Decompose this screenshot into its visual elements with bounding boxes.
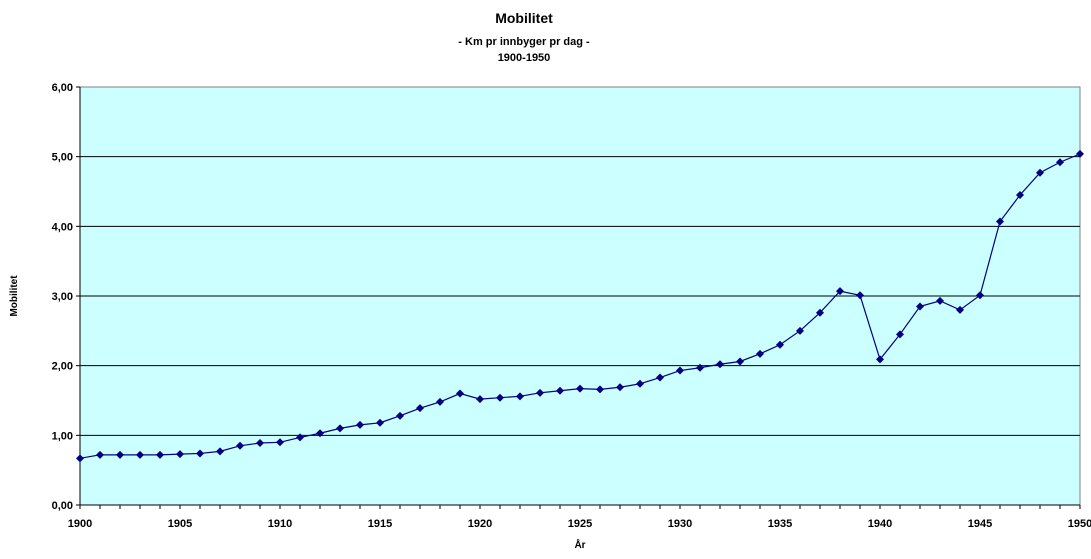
y-tick-label: 6,00 (52, 82, 73, 94)
x-axis-label: År (574, 538, 585, 551)
data-point (956, 305, 964, 314)
x-tick-label: 1905 (168, 518, 192, 530)
data-point (736, 357, 744, 366)
data-point (236, 441, 244, 450)
data-point (496, 393, 504, 402)
data-point (316, 429, 324, 438)
chart-subtitle-years: 1900-1950 (498, 52, 551, 64)
chart-title: Mobilitet (495, 10, 553, 26)
x-tick-label: 1940 (868, 518, 892, 530)
data-point (576, 384, 584, 393)
data-point (676, 366, 684, 375)
data-point (196, 449, 204, 458)
data-point (556, 386, 564, 395)
data-point (816, 308, 824, 317)
y-tick-label: 5,00 (52, 152, 73, 164)
y-axis-label: Mobilitet (9, 275, 20, 317)
y-tick-label: 0,00 (52, 500, 73, 512)
data-point (1076, 149, 1084, 158)
data-point (1036, 168, 1044, 177)
series-mobilitet (76, 149, 1084, 463)
data-point (216, 447, 224, 456)
data-point (936, 296, 944, 305)
x-axis: 1900 1905 1910 1915 1920 1925 1930 1935 1940 1945… (68, 504, 1091, 530)
x-tick-label: 1920 (468, 518, 492, 530)
data-point (836, 287, 844, 296)
data-point (96, 450, 104, 459)
data-point (256, 438, 264, 447)
data-point (376, 418, 384, 427)
data-point (416, 404, 424, 413)
data-point (696, 363, 704, 372)
x-tick-label: 1900 (68, 518, 92, 530)
x-tick-label: 1930 (668, 518, 692, 530)
data-point (856, 291, 864, 300)
chart-subtitle: - Km pr innbyger pr dag - (458, 36, 590, 48)
data-point (1016, 190, 1024, 199)
data-point (116, 450, 124, 459)
data-point (656, 373, 664, 382)
gridlines (80, 156, 1080, 436)
data-point (356, 420, 364, 429)
data-point (596, 385, 604, 394)
x-tick-label: 1935 (768, 518, 792, 530)
data-point (756, 349, 764, 358)
data-point (636, 379, 644, 388)
y-tick-label: 3,00 (52, 291, 73, 303)
data-point (436, 397, 444, 406)
data-point (76, 454, 84, 463)
data-point (336, 424, 344, 433)
x-tick-label: 1945 (968, 518, 992, 530)
data-point (616, 383, 624, 392)
data-point (396, 411, 404, 420)
data-point (516, 392, 524, 401)
data-point (876, 355, 884, 364)
data-point (1056, 158, 1064, 167)
data-point (276, 438, 284, 447)
data-point (896, 330, 904, 339)
data-point (296, 433, 304, 442)
x-tick-label: 1910 (268, 518, 292, 530)
data-point (176, 450, 184, 459)
x-tick-label: 1915 (368, 518, 392, 530)
data-point (476, 395, 484, 404)
x-tick-label: 1950 (1068, 518, 1091, 530)
data-point (156, 450, 164, 459)
data-point (776, 340, 784, 349)
data-point (796, 326, 804, 335)
y-tick-label: 2,00 (52, 361, 73, 373)
y-axis: 0,00 1,00 2,00 3,00 4,00 5,00 6,00 (52, 82, 81, 512)
data-point (996, 217, 1004, 226)
y-tick-label: 1,00 (52, 430, 73, 442)
x-tick-label: 1925 (568, 518, 592, 530)
data-point (976, 291, 984, 300)
y-tick-label: 4,00 (52, 221, 73, 233)
data-point (456, 389, 464, 398)
data-point (136, 450, 144, 459)
data-point (716, 360, 724, 369)
data-point (916, 302, 924, 311)
data-point (536, 388, 544, 397)
